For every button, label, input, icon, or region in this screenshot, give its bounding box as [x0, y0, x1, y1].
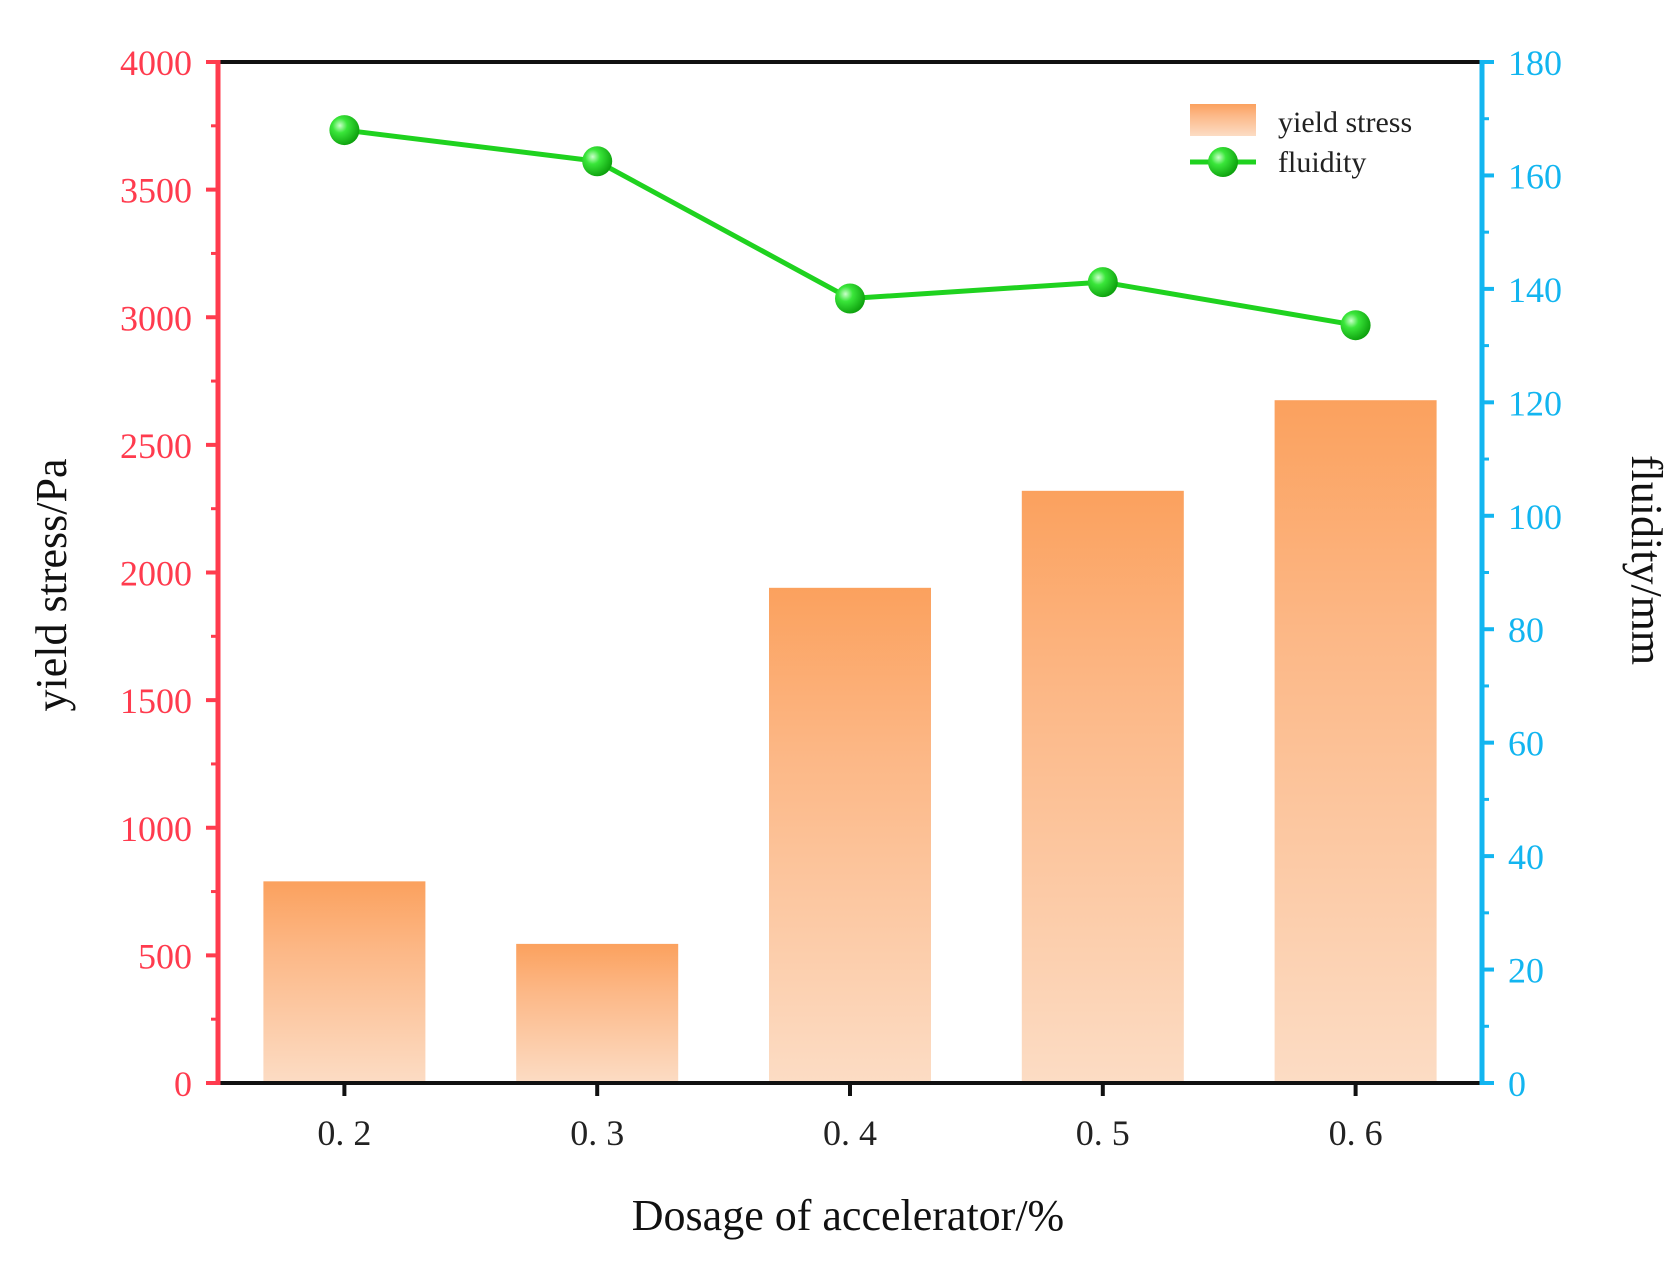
right-tick-label: 160 [1508, 156, 1562, 196]
fluidity-point-4 [1087, 267, 1118, 298]
bar-yield-stress-5 [1274, 400, 1437, 1083]
right-tick-label: 40 [1508, 837, 1544, 877]
x-tick-label: 0. 5 [1076, 1113, 1130, 1153]
legend-marker-fluidity [1208, 147, 1238, 177]
right-tick-label: 20 [1508, 951, 1544, 991]
left-tick-label: 0 [174, 1064, 192, 1104]
x-tick-label: 0. 6 [1329, 1113, 1383, 1153]
right-tick-label: 80 [1508, 610, 1544, 650]
x-axis-ticks: 0. 2 0. 3 0. 4 0. 5 0. 6 [317, 1083, 1383, 1153]
fluidity-point-2 [582, 146, 613, 177]
right-tick-label: 120 [1508, 383, 1562, 423]
legend: yield stress fluidity [1190, 104, 1412, 179]
right-y-axis-title: fluidity/mm [1622, 455, 1671, 665]
right-y-axis-ticks: 0 20 40 60 80 100 120 140 160 180 [1482, 43, 1562, 1104]
x-tick-label: 0. 3 [570, 1113, 624, 1153]
right-tick-label: 140 [1508, 270, 1562, 310]
fluidity-line-series [329, 115, 1371, 341]
left-tick-label: 1500 [120, 681, 192, 721]
legend-label-fluidity: fluidity [1278, 146, 1366, 179]
left-tick-label: 2000 [120, 554, 192, 594]
right-tick-label: 180 [1508, 43, 1562, 83]
fluidity-point-5 [1340, 310, 1371, 341]
fluidity-point-3 [835, 283, 865, 314]
bar-yield-stress-3 [769, 587, 931, 1083]
right-tick-label: 60 [1508, 724, 1544, 764]
right-tick-label: 100 [1508, 497, 1562, 537]
bar-yield-stress-2 [516, 943, 679, 1083]
left-tick-label: 2500 [120, 426, 192, 466]
legend-swatch-yield-stress [1190, 104, 1256, 136]
left-y-axis-ticks: 0 500 1000 1500 2000 2500 3000 3500 4000 [120, 43, 218, 1104]
x-tick-label: 0. 4 [823, 1113, 877, 1153]
left-tick-label: 3000 [120, 298, 192, 338]
legend-label-yield-stress: yield stress [1278, 106, 1412, 139]
bar-yield-stress-4 [1021, 490, 1184, 1083]
bar-yield-stress-1 [263, 881, 426, 1083]
left-tick-label: 3500 [120, 171, 192, 211]
yield-stress-bars [263, 400, 1437, 1083]
x-tick-label: 0. 2 [317, 1113, 371, 1153]
fluidity-point-1 [329, 115, 360, 146]
right-tick-label: 0 [1508, 1064, 1526, 1104]
left-tick-label: 1000 [120, 809, 192, 849]
left-tick-label: 4000 [120, 43, 192, 83]
left-y-axis-title: yield stress/Pa [27, 459, 76, 712]
x-axis-title: Dosage of accelerator/% [632, 1191, 1064, 1240]
left-tick-label: 500 [138, 936, 192, 976]
